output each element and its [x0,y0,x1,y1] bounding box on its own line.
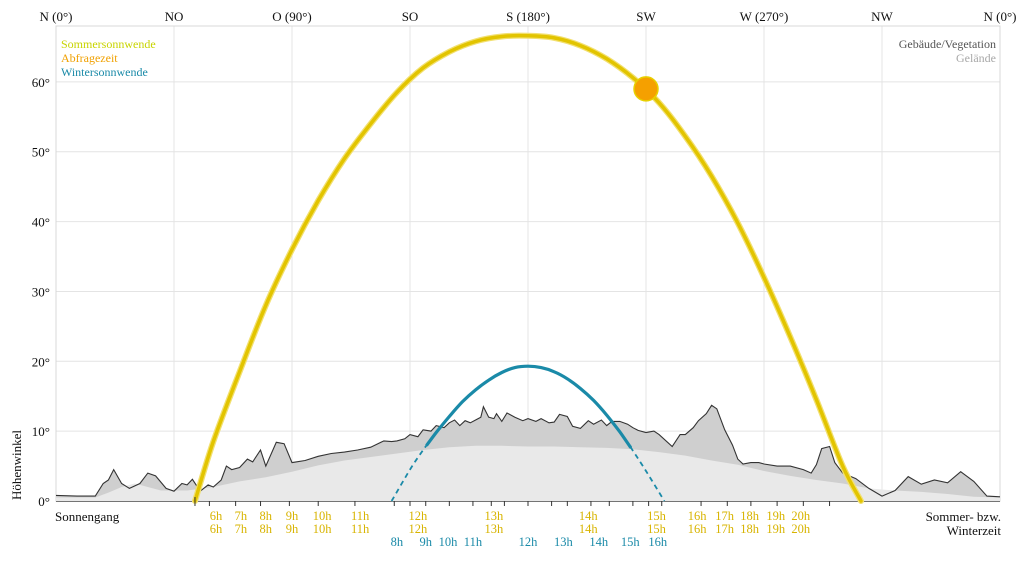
footer-left-label: Sonnengang [55,509,120,524]
summer-hour-label-wintertime: 11h [351,522,370,536]
legend-right-entry: Gelände [956,51,996,65]
winter-hour-label: 14h [589,535,609,549]
summer-hour-label-wintertime: 20h [791,522,811,536]
winter-hour-label: 16h [648,535,668,549]
summer-hour-label-wintertime: 18h [740,522,760,536]
summer-hour-label-wintertime: 14h [579,522,599,536]
horizon-objects-outline [55,404,1001,498]
y-tick-label: 40° [32,215,50,230]
y-tick-label: 50° [32,145,50,160]
legend-left-entry: Wintersonnwende [61,65,148,79]
winter-hour-label: 10h [439,535,459,549]
summer-hour-label-summertime: 11h [351,509,370,523]
winter-hour-label: 12h [519,535,539,549]
query-sun-marker [633,76,659,102]
summer-hour-label-wintertime: 9h [286,522,299,536]
sun-curves [192,32,864,504]
summer-hour-label-summertime: 7h [235,509,248,523]
summer-hour-label-summertime: 18h [740,509,760,523]
y-tick-label: 30° [32,284,50,299]
legend-left-entry: Sommersonnwende [61,37,156,51]
summer-hour-label-wintertime: 17h [715,522,735,536]
summer-hour-label-wintertime: 8h [260,522,273,536]
y-axis-ticks: 0° 10° 20° 30° 40° 50° 60° [32,75,50,509]
compass-label: O (90°) [272,9,312,24]
legend-right-entry: Gebäude/Vegetation [899,37,996,51]
summer-hour-label-wintertime: 6h [210,522,223,536]
winter-hour-label: 9h [419,535,432,549]
summer-hour-label-wintertime: 13h [485,522,505,536]
compass-label: N (0°) [40,9,73,24]
compass-label: SO [402,9,419,24]
summer-hour-label-summertime: 10h [313,509,333,523]
y-tick-label: 10° [32,424,50,439]
y-tick-label: 60° [32,75,50,90]
compass-label: S (180°) [506,9,550,24]
compass-label: N (0°) [984,9,1017,24]
summer-hour-label-wintertime: 10h [313,522,333,536]
summer-hour-label-summertime: 19h [766,509,786,523]
compass-label: W (270°) [740,9,789,24]
summer-hour-label-summertime: 20h [791,509,811,523]
legend: SommersonnwendeAbfragezeitWintersonnwend… [61,37,996,79]
summer-hour-label-wintertime: 15h [647,522,667,536]
winter-hour-label: 13h [554,535,574,549]
horizon-terrain-area [56,445,1000,501]
compass-labels: N (0°) NO O (90°) SO S (180°) SW W (270°) NW N (… [40,9,1017,24]
grid [55,25,1001,502]
summer-hour-label-wintertime: 19h [766,522,786,536]
winter-solstice-line-hidden-evening [629,446,666,502]
footer-right-label-line1: Sommer- bzw. [926,509,1001,524]
legend-left-entry: Abfragezeit [61,51,118,65]
summer-hour-label-summertime: 17h [715,509,735,523]
y-axis-label: Höhenwinkel [9,430,24,500]
summer-hour-label-summertime: 6h [210,509,223,523]
winter-solstice-line-hidden-morning [390,444,428,502]
compass-label: NO [165,9,184,24]
summer-hour-label-wintertime: 7h [235,522,248,536]
winter-solstice-line [425,364,632,449]
footer-right-label-line2: Winterzeit [947,523,1002,538]
summer-hour-label-summertime: 16h [688,509,708,523]
summer-solstice-line [193,33,863,503]
summer-hour-label-wintertime: 16h [688,522,708,536]
summer-hour-label-wintertime: 12h [408,522,428,536]
summer-hour-label-summertime: 15h [647,509,667,523]
hour-labels: 6h6h7h7h8h8h9h9h10h10h11h11h12h12h13h13h… [194,497,831,549]
y-tick-label: 0° [38,494,50,509]
y-tick-label: 20° [32,354,50,369]
winter-hour-label: 8h [391,535,404,549]
winter-hour-label: 11h [464,535,483,549]
summer-hour-label-summertime: 9h [286,509,299,523]
summer-hour-label-summertime: 8h [260,509,273,523]
summer-hour-label-summertime: 14h [579,509,599,523]
summer-hour-label-summertime: 12h [408,509,428,523]
compass-label: SW [636,9,656,24]
winter-hour-label: 15h [621,535,641,549]
compass-label: NW [871,9,893,24]
horizon-profile [55,404,1001,501]
summer-hour-label-summertime: 13h [485,509,505,523]
